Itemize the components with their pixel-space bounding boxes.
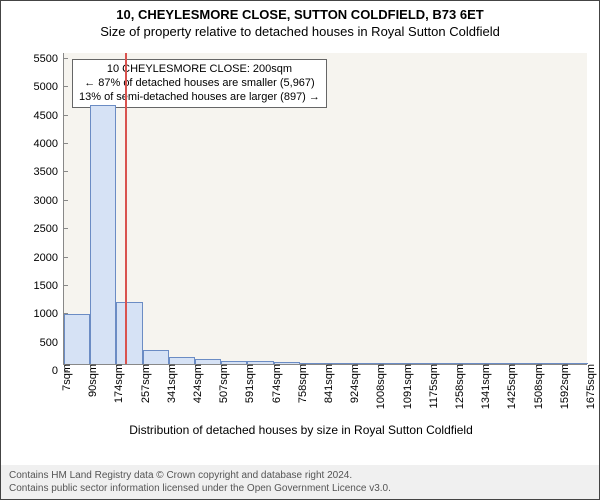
y-tick: 2000 [34, 252, 64, 264]
annotation-line-1: 10 CHEYLESMORE CLOSE: 200sqm [79, 63, 320, 77]
x-tick: 1258sqm [448, 364, 466, 409]
footer: Contains HM Land Registry data © Crown c… [1, 465, 599, 499]
footer-line-1: Contains HM Land Registry data © Crown c… [9, 469, 591, 482]
annotation-line-2: ← 87% of detached houses are smaller (5,… [79, 77, 320, 91]
histogram-bar [64, 314, 90, 364]
x-tick: 424sqm [186, 364, 204, 403]
footer-line-2: Contains public sector information licen… [9, 482, 591, 495]
x-tick: 1341sqm [474, 364, 492, 409]
y-tick: 3000 [34, 195, 64, 207]
histogram-bar [90, 105, 116, 364]
x-tick: 7sqm [55, 364, 73, 391]
x-tick: 1508sqm [527, 364, 545, 409]
x-tick: 1675sqm [579, 364, 597, 409]
x-tick: 174sqm [107, 364, 125, 403]
y-tick: 5000 [34, 81, 64, 93]
histogram-bar [116, 302, 142, 364]
chart-area: Number of detached properties 10 CHEYLES… [1, 45, 600, 441]
x-tick: 1175sqm [422, 364, 440, 408]
x-tick: 90sqm [81, 364, 99, 397]
y-tick: 2500 [34, 223, 64, 235]
x-tick: 257sqm [134, 364, 152, 403]
histogram-bar [143, 350, 169, 364]
x-tick: 1008sqm [369, 364, 387, 409]
y-tick: 1000 [34, 308, 64, 320]
annotation-line-3: 13% of semi-detached houses are larger (… [79, 91, 320, 105]
x-tick: 1425sqm [500, 364, 518, 409]
plot-region: 10 CHEYLESMORE CLOSE: 200sqm ← 87% of de… [63, 53, 587, 365]
x-tick: 758sqm [291, 364, 309, 403]
y-tick: 5500 [34, 53, 64, 65]
y-tick: 3500 [34, 166, 64, 178]
annotation-box: 10 CHEYLESMORE CLOSE: 200sqm ← 87% of de… [72, 59, 327, 108]
page-subtitle: Size of property relative to detached ho… [1, 22, 599, 43]
x-axis-label: Distribution of detached houses by size … [1, 423, 600, 437]
y-tick: 500 [40, 337, 64, 349]
x-tick: 1091sqm [396, 364, 414, 409]
y-tick: 4500 [34, 110, 64, 122]
x-tick: 591sqm [238, 364, 256, 403]
y-tick: 1500 [34, 280, 64, 292]
x-tick: 341sqm [160, 364, 178, 403]
page-title: 10, CHEYLESMORE CLOSE, SUTTON COLDFIELD,… [1, 1, 599, 22]
x-tick: 924sqm [343, 364, 361, 403]
x-tick: 507sqm [212, 364, 230, 403]
histogram-bar [169, 357, 195, 364]
x-tick: 841sqm [317, 364, 335, 403]
x-tick: 674sqm [265, 364, 283, 403]
reference-line [125, 53, 127, 364]
y-tick: 4000 [34, 138, 64, 150]
container: 10, CHEYLESMORE CLOSE, SUTTON COLDFIELD,… [0, 0, 600, 500]
x-tick: 1592sqm [553, 364, 571, 409]
